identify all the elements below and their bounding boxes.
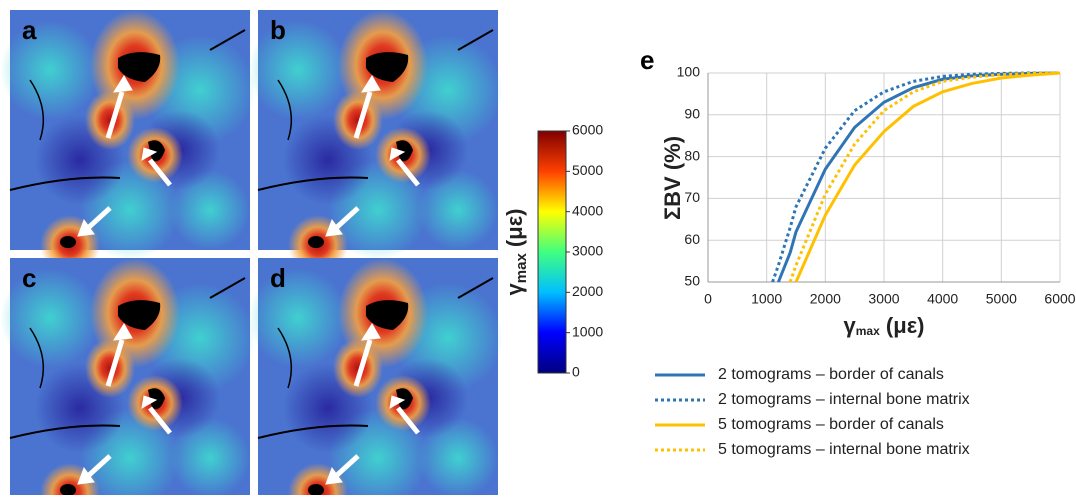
x-axis-label: γmax (με) [844, 313, 925, 338]
legend-label: 5 tomograms – border of canals [718, 416, 944, 433]
heatmap-panel [248, 258, 503, 495]
colorbar-tick-label: 4000 [572, 202, 603, 218]
data-line [788, 71, 1061, 283]
y-tick-label: 70 [684, 189, 700, 205]
x-tick-label: 3000 [868, 291, 899, 307]
x-tick-label: 0 [704, 291, 712, 307]
colorbar [537, 130, 567, 374]
label-symbol: γ [502, 282, 527, 295]
data-line [777, 71, 1061, 283]
x-tick-label: 6000 [1044, 291, 1075, 307]
heatmap-panel [248, 10, 503, 275]
y-tick-label: 100 [677, 64, 701, 80]
heatmap-panel [0, 10, 255, 275]
y-tick-label: 50 [684, 273, 700, 289]
colorbar-tick-label: 5000 [572, 162, 603, 178]
colorbar-label: γmax (με) [502, 209, 530, 296]
panel-label: c [22, 263, 36, 293]
panel-label: a [22, 15, 37, 45]
legend-label: 2 tomograms – internal bone matrix [718, 391, 970, 408]
heatmap-panel [0, 258, 255, 495]
colorbar-tick-label: 6000 [572, 122, 603, 138]
label-unit: (με) [880, 313, 925, 338]
y-tick-label: 80 [684, 147, 700, 163]
y-axis-label: ΣBV (%) [660, 136, 685, 220]
panel-label: b [270, 15, 286, 45]
panel-label: d [270, 263, 286, 293]
x-tick-label: 2000 [810, 291, 841, 307]
legend-label: 5 tomograms – internal bone matrix [718, 441, 970, 458]
panel-label: e [640, 45, 654, 75]
x-tick-label: 4000 [927, 291, 958, 307]
y-tick-label: 60 [684, 231, 700, 247]
colorbar-tick-label: 0 [572, 364, 580, 380]
label-subscript: max [513, 253, 530, 284]
label-subscript: max [856, 324, 880, 338]
label-symbol: γ [844, 313, 857, 338]
colorbar-tick-label: 3000 [572, 243, 603, 259]
data-line [794, 71, 1061, 283]
colorbar-tick-label: 2000 [572, 283, 603, 299]
x-tick-label: 1000 [751, 291, 782, 307]
legend-label: 2 tomograms – border of canals [718, 366, 944, 383]
label-unit: (με) [502, 209, 527, 254]
x-tick-label: 5000 [986, 291, 1017, 307]
colorbar-tick-label: 1000 [572, 323, 603, 339]
y-tick-label: 90 [684, 106, 700, 122]
